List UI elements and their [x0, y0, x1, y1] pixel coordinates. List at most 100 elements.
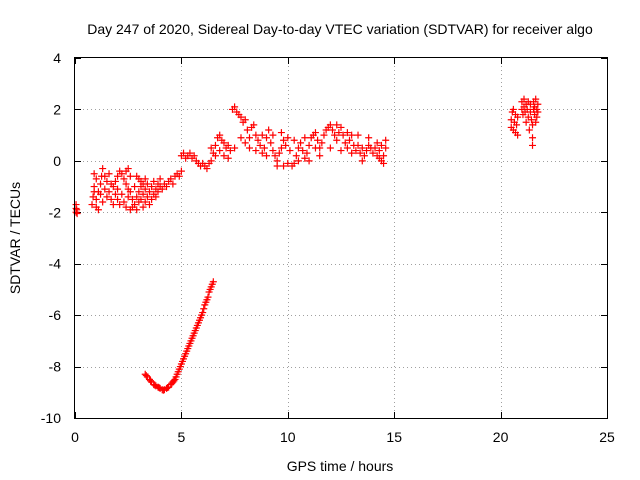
- data-point: [320, 131, 328, 139]
- series-late-cluster: [507, 95, 542, 149]
- data-point: [122, 203, 130, 211]
- data-point: [204, 293, 212, 301]
- data-point: [216, 131, 224, 139]
- data-point: [348, 149, 356, 157]
- data-point: [190, 152, 198, 160]
- data-point: [143, 193, 151, 201]
- data-point: [363, 147, 371, 155]
- data-point: [252, 147, 260, 155]
- data-point: [150, 177, 158, 185]
- data-point: [297, 139, 305, 147]
- data-point: [294, 157, 302, 165]
- data-point: [303, 149, 311, 157]
- data-point: [156, 175, 164, 183]
- data-point: [333, 136, 341, 144]
- data-point: [352, 147, 360, 155]
- data-point: [163, 183, 171, 191]
- data-point: [339, 131, 347, 139]
- data-point: [533, 113, 541, 121]
- data-point: [280, 136, 288, 144]
- data-point: [534, 100, 542, 108]
- data-point: [382, 144, 390, 152]
- y-tick-label: 4: [53, 50, 61, 66]
- data-point: [292, 152, 300, 160]
- x-axis-label: GPS time / hours: [287, 458, 394, 474]
- data-point: [114, 172, 122, 180]
- data-point: [311, 129, 319, 137]
- data-point: [114, 185, 122, 193]
- data-point: [513, 121, 521, 129]
- data-point: [356, 149, 364, 157]
- data-point: [358, 144, 366, 152]
- data-point: [208, 280, 216, 288]
- data-point: [258, 149, 266, 157]
- data-point: [97, 180, 105, 188]
- data-point: [343, 129, 351, 137]
- series-dip-track: [141, 278, 217, 394]
- data-point: [145, 201, 153, 209]
- data-point: [280, 162, 288, 170]
- data-point: [99, 165, 107, 173]
- data-point: [120, 175, 128, 183]
- data-point: [142, 372, 150, 380]
- data-point: [99, 198, 107, 206]
- data-point: [509, 105, 517, 113]
- data-point: [169, 180, 177, 188]
- data-point: [277, 144, 285, 152]
- data-point: [133, 206, 141, 214]
- data-point: [120, 198, 128, 206]
- data-point: [137, 195, 145, 203]
- data-point: [101, 172, 109, 180]
- data-point: [226, 147, 234, 155]
- plot-frame: [74, 57, 608, 419]
- data-point: [177, 167, 185, 175]
- data-point: [360, 152, 368, 160]
- data-point: [331, 131, 339, 139]
- x-tick-label: 20: [493, 429, 509, 445]
- data-point: [141, 198, 149, 206]
- data-point: [101, 185, 109, 193]
- data-point: [92, 175, 100, 183]
- data-point: [271, 152, 279, 160]
- data-point: [256, 141, 264, 149]
- data-point: [231, 144, 239, 152]
- data-point: [237, 134, 245, 142]
- data-point: [224, 154, 232, 162]
- data-point: [164, 384, 172, 392]
- data-point: [263, 134, 271, 142]
- y-tick-label: -6: [49, 307, 62, 323]
- data-point: [284, 134, 292, 142]
- data-point: [343, 144, 351, 152]
- data-point: [202, 298, 210, 306]
- x-tick-label: 15: [386, 429, 402, 445]
- data-point: [237, 113, 245, 121]
- data-point: [529, 134, 537, 142]
- data-point: [241, 116, 249, 124]
- data-point: [111, 190, 119, 198]
- data-point: [118, 190, 126, 198]
- data-point: [380, 152, 388, 160]
- data-point: [176, 363, 184, 371]
- data-point: [155, 384, 163, 392]
- data-point: [183, 347, 191, 355]
- data-point: [206, 285, 214, 293]
- data-point: [152, 193, 160, 201]
- data-point: [326, 121, 334, 129]
- data-point: [286, 147, 294, 155]
- data-point: [180, 149, 188, 157]
- data-point: [109, 201, 117, 209]
- data-point: [139, 203, 147, 211]
- data-point: [148, 183, 156, 191]
- data-point: [216, 147, 224, 155]
- data-point: [211, 141, 219, 149]
- data-point: [131, 201, 139, 209]
- data-point: [107, 195, 115, 203]
- data-point: [269, 147, 277, 155]
- data-point: [269, 131, 277, 139]
- series-midday-band: [177, 103, 390, 173]
- data-point: [111, 177, 119, 185]
- data-point: [186, 149, 194, 157]
- data-point: [273, 162, 281, 170]
- data-point: [187, 337, 195, 345]
- data-point: [294, 144, 302, 152]
